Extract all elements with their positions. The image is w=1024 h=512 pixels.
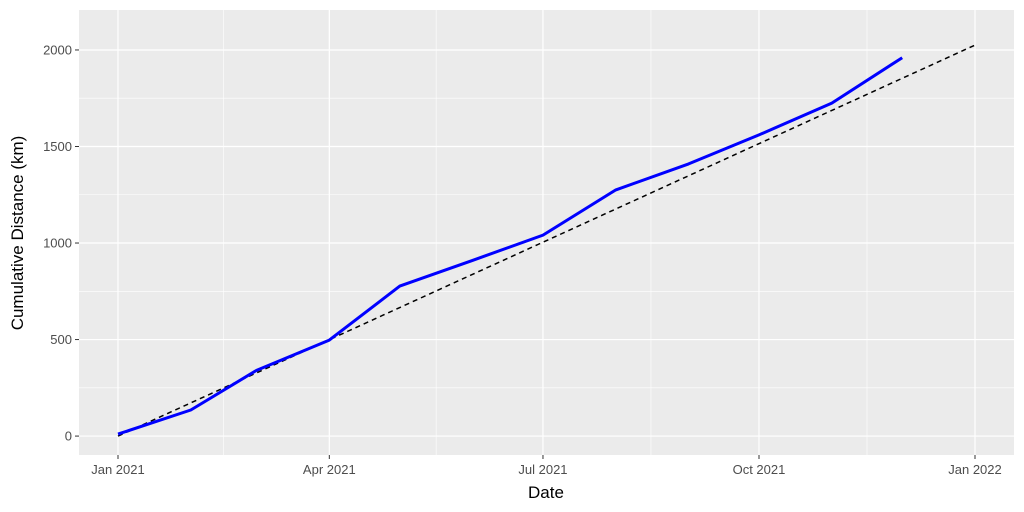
x-axis-title: Date (528, 483, 564, 502)
x-tick-label: Oct 2021 (733, 462, 786, 477)
y-tick-label: 500 (50, 332, 72, 347)
y-tick-label: 1500 (43, 139, 72, 154)
y-tick-label: 0 (65, 429, 72, 444)
y-axis-title: Cumulative Distance (km) (8, 136, 27, 331)
y-tick-label: 1000 (43, 236, 72, 251)
x-tick-label: Jul 2021 (518, 462, 567, 477)
data-line (117, 56, 904, 436)
y-tick-label: 2000 (43, 42, 72, 57)
x-tick-label: Jan 2021 (91, 462, 145, 477)
x-tick-label: Jan 2022 (948, 462, 1002, 477)
reference-line (117, 44, 976, 437)
x-tick-label: Apr 2021 (303, 462, 356, 477)
